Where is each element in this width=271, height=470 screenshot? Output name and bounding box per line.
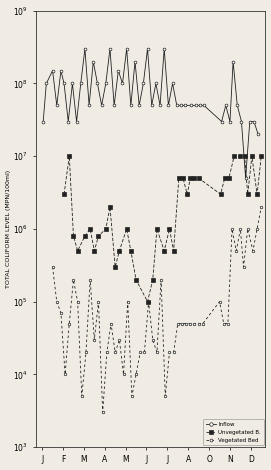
Y-axis label: TOTAL COLIFORM LEVEL (MPN/100ml): TOTAL COLIFORM LEVEL (MPN/100ml) (6, 170, 11, 288)
Legend: Inflow, Unvegetated B., Vegetated Bed: Inflow, Unvegetated B., Vegetated Bed (203, 419, 264, 446)
